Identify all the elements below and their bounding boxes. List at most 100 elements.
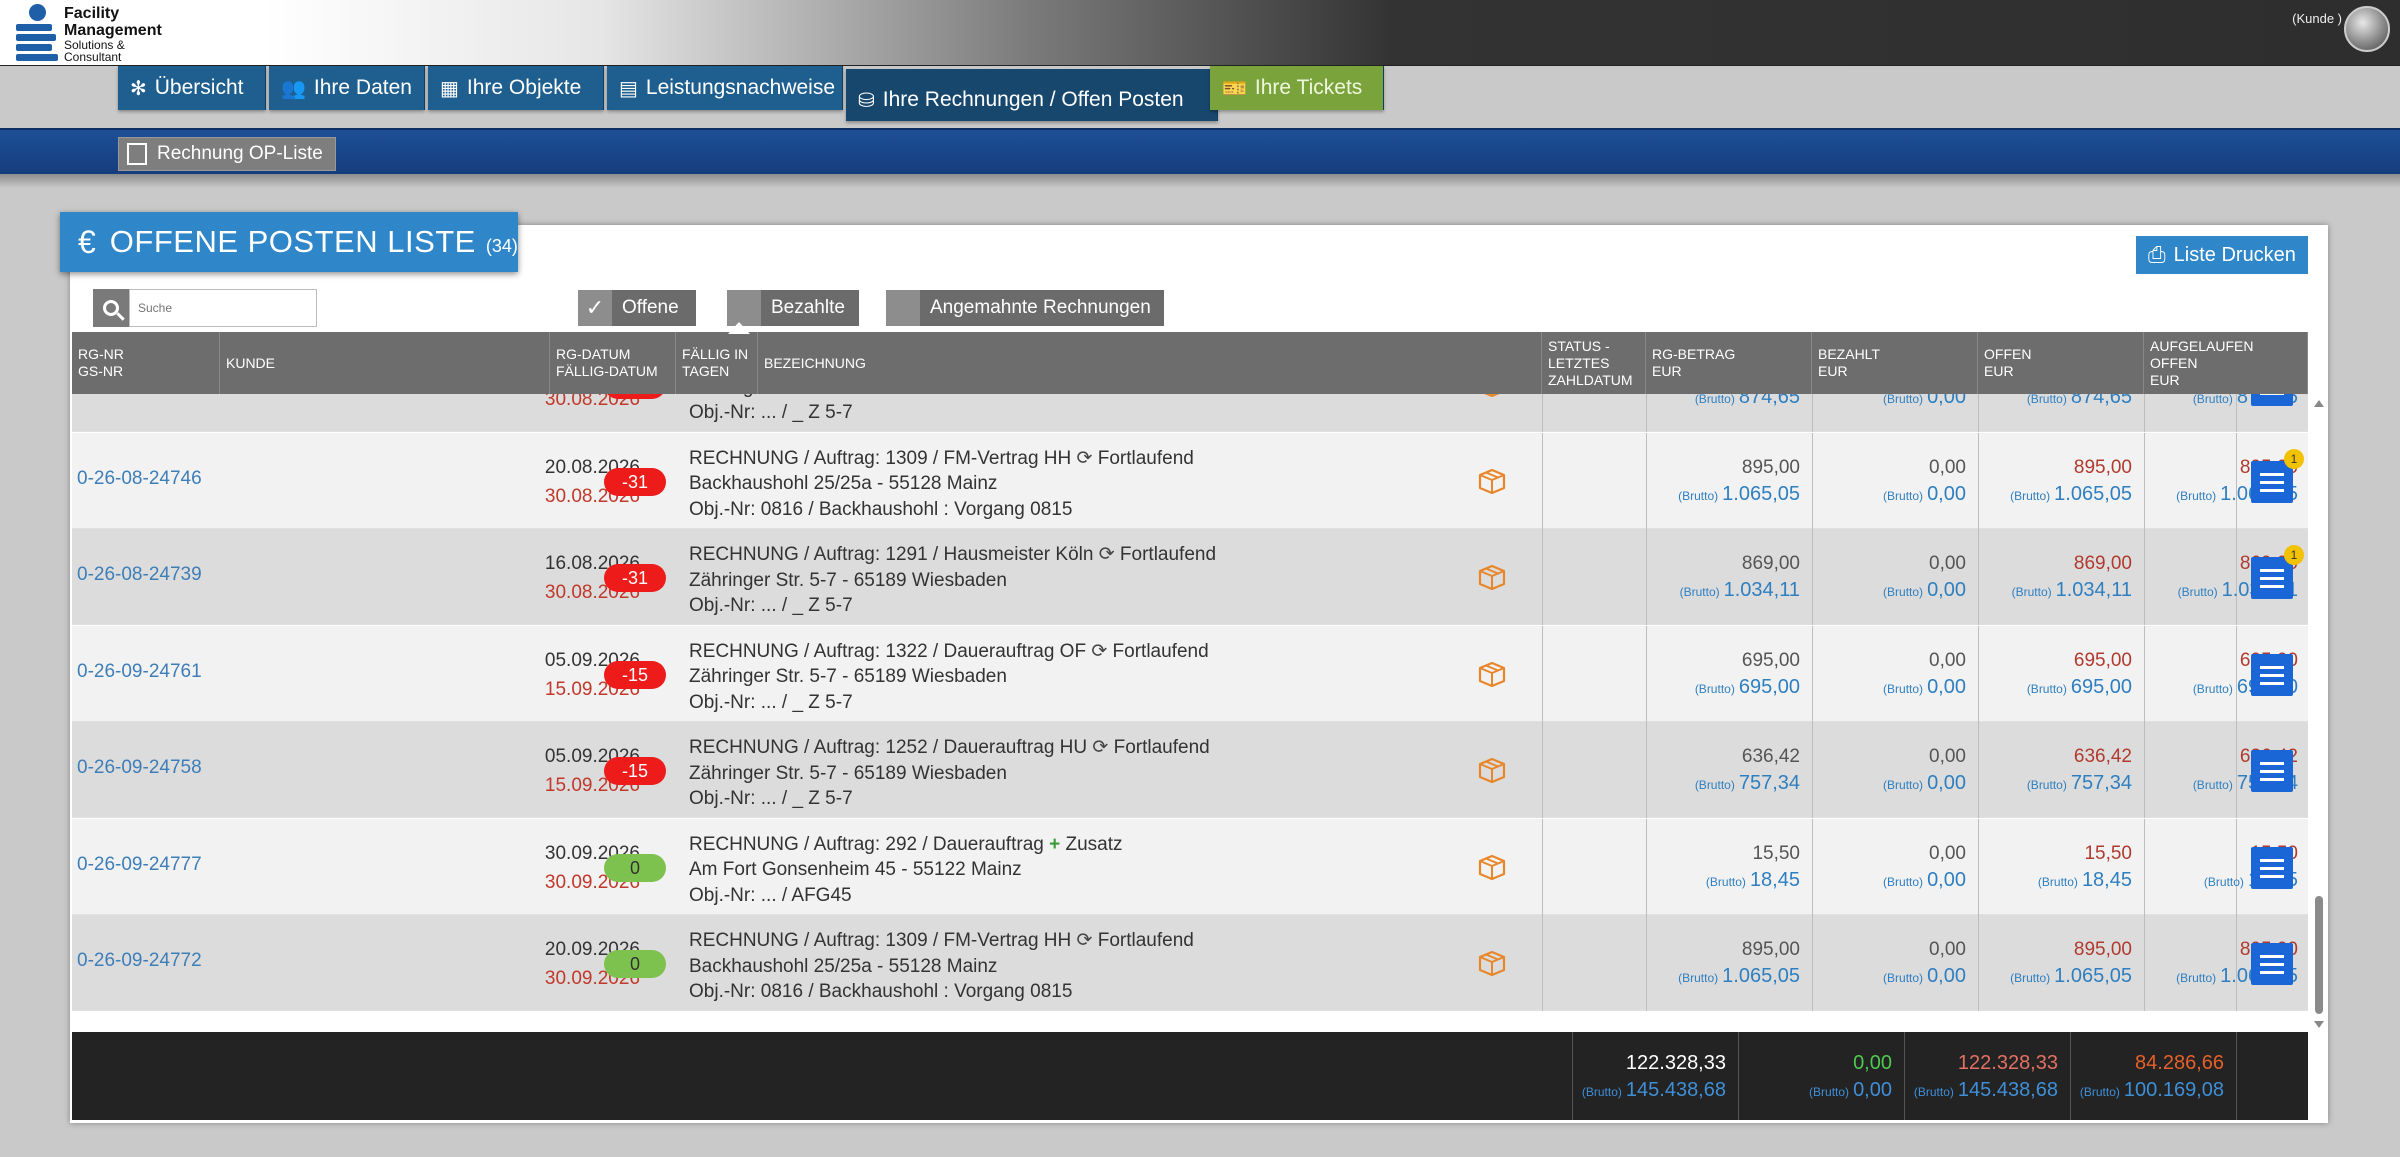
invoice-description: RECHNUNG / Auftrag: 1252 / Dauerauftrag … bbox=[689, 737, 1210, 809]
col-bezahlt[interactable]: BEZAHLT EUR bbox=[1812, 332, 1978, 394]
due-days-badge: -15 bbox=[604, 660, 666, 689]
col-aufgelaufen[interactable]: AUFGELAUFEN OFFEN EUR bbox=[2144, 332, 2308, 394]
package-status-icon[interactable] bbox=[1478, 950, 1506, 977]
tab-ihre-tickets[interactable]: 🎫 Ihre Tickets bbox=[1210, 66, 1384, 110]
invoice-number-link[interactable]: 0-26-09-24777 bbox=[77, 853, 202, 875]
invoice-number-link[interactable]: 0-26-09-24761 bbox=[77, 660, 202, 682]
table-row[interactable]: 0-26-09-24772 20.09.2026 30.09.2026 0 RECHNU… bbox=[72, 915, 2308, 1011]
filter-bezahlte[interactable]: Bezahlte bbox=[727, 290, 859, 326]
table-row[interactable]: 0-26-09-24761 05.09.2026 15.09.2026 -15 RECH… bbox=[72, 625, 2308, 722]
print-list-button[interactable]: ⎙ Liste Drucken bbox=[2136, 236, 2308, 274]
tab-uebersicht[interactable]: ✻ Übersicht bbox=[118, 66, 266, 110]
package-status-icon[interactable] bbox=[1478, 661, 1506, 687]
amount-bezahlt: 0,00(Brutto)0,00 bbox=[1883, 394, 1966, 408]
invoice-description: RECHNUNG / Auftrag: 1309 / FM-Vertrag HH… bbox=[689, 447, 1194, 520]
amount-offen: 895,00 (Brutto) 1.065,05 bbox=[2010, 939, 2132, 987]
invoice-description: RECHNUNG / Auftrag: 1322 / Dauerauftrag … bbox=[689, 640, 1209, 713]
invoice-description: RECHNUNG / Auftrag: 1291 / Hausmeister K… bbox=[689, 544, 1217, 616]
tab-label: Übersicht bbox=[154, 76, 244, 99]
package-status-icon[interactable] bbox=[1478, 757, 1506, 784]
total-betrag: 122.328,33 (Brutto) 145.438,68 bbox=[1581, 1052, 1726, 1101]
amount-betrag: 735,00(Brutto)874,65 bbox=[1694, 394, 1800, 408]
due-days-badge: -15 bbox=[604, 757, 666, 785]
total-offen: 122.328,33 (Brutto) 145.438,68 bbox=[1913, 1052, 2058, 1101]
checkbox-icon bbox=[886, 290, 920, 326]
invoice-description: RECHNUNG / Auftrag: 1309 / FM-Vertrag HH… bbox=[689, 930, 1194, 1002]
plus-icon: + bbox=[1049, 833, 1061, 855]
logo-text: Facility Management Solutions & Consulta… bbox=[64, 5, 162, 64]
user-avatar[interactable] bbox=[2344, 6, 2390, 52]
amount-betrag: 895,00 (Brutto) 1.065,05 bbox=[1678, 939, 1800, 987]
row-menu-button[interactable] bbox=[2251, 653, 2293, 696]
panel-count: (34) bbox=[485, 235, 518, 256]
amount-offen: 695,00 (Brutto) 695,00 bbox=[2026, 649, 2132, 698]
total-aufgelaufen: 84.286,66 (Brutto) 100.169,08 bbox=[2079, 1052, 2224, 1101]
sub-nav-bar: Rechnung OP-Liste bbox=[0, 128, 2400, 174]
amount-bezahlt: 0,00(Brutto)0,00 bbox=[1883, 842, 1966, 891]
col-datum[interactable]: RG-DATUM FÄLLIG-DATUM bbox=[550, 332, 676, 394]
col-betrag[interactable]: RG-BETRAG EUR bbox=[1646, 332, 1812, 394]
col-kunde[interactable]: KUNDE bbox=[220, 332, 550, 394]
tab-leistungsnachweise[interactable]: ▤ Leistungsnachweise bbox=[607, 66, 843, 110]
amount-offen: 735,00(Brutto)874,65 bbox=[2026, 394, 2132, 408]
due-days-badge: 0 bbox=[604, 950, 666, 978]
amount-offen: 15,50 (Brutto) 18,45 bbox=[2037, 842, 2132, 891]
table-header: RG-NR GS-NR KUNDE RG-DATUM FÄLLIG-DATUM FÄ… bbox=[72, 322, 2308, 394]
scroll-thumb[interactable] bbox=[2315, 896, 2323, 1014]
col-bezeichnung[interactable]: BEZEICHNUNG bbox=[758, 332, 1542, 394]
tab-ihre-daten[interactable]: 👥 Ihre Daten bbox=[269, 66, 425, 110]
row-menu-button[interactable] bbox=[2251, 394, 2293, 406]
table-row[interactable]: 0-26-08-24746 20.08.2026 30.08.2026 -31 RECH… bbox=[72, 432, 2308, 529]
package-status-icon[interactable] bbox=[1478, 564, 1506, 591]
amount-bezahlt: 0,00(Brutto)0,00 bbox=[1883, 649, 1966, 698]
col-offen[interactable]: OFFEN EUR bbox=[1978, 332, 2144, 394]
amount-betrag: 869,00 (Brutto) 1.034,11 bbox=[1679, 553, 1800, 601]
rechnung-op-liste-button[interactable]: Rechnung OP-Liste bbox=[118, 137, 336, 171]
tab-ihre-rechnungen[interactable]: ⛁ Ihre Rechnungen / Offen Posten bbox=[846, 69, 1218, 121]
table-row[interactable]: 0-26-08-24739 16.08.2026 30.08.2026 -31 RECH… bbox=[72, 529, 2308, 625]
network-icon: ✻ bbox=[130, 77, 147, 100]
invoice-number-link[interactable]: 0-26-08-24746 bbox=[77, 467, 202, 489]
table-row[interactable]: 0-26-09-24758 05.09.2026 15.09.2026 -15 RECH… bbox=[72, 722, 2308, 818]
printer-icon: ⎙ bbox=[2148, 242, 2166, 267]
invoice-number-link[interactable]: 0-26-08-24739 bbox=[77, 564, 202, 585]
search-input[interactable] bbox=[129, 289, 317, 327]
invoice-number-link[interactable]: 0-26-09-24758 bbox=[77, 757, 202, 778]
col-faellig[interactable]: FÄLLIG IN TAGEN bbox=[676, 332, 758, 394]
recurring-icon: ⟳ bbox=[1098, 544, 1115, 565]
row-menu-button[interactable] bbox=[2251, 557, 2293, 599]
logo-mark-icon bbox=[14, 4, 60, 62]
top-header: Facility Management Solutions & Consulta… bbox=[0, 0, 2400, 66]
search-icon[interactable] bbox=[93, 289, 129, 327]
filter-label: Bezahlte bbox=[771, 297, 845, 318]
filter-angemahnte[interactable]: Angemahnte Rechnungen bbox=[886, 290, 1164, 326]
table-row[interactable]: 0-26-08-2475330.08.202630.08.2026-31RECH… bbox=[72, 394, 2308, 432]
users-icon: 👥 bbox=[281, 77, 306, 100]
tab-ihre-objekte[interactable]: ▦ Ihre Objekte bbox=[428, 66, 604, 110]
col-status[interactable]: STATUS - LETZTES ZAHLDATUM bbox=[1542, 332, 1646, 394]
company-logo[interactable]: Facility Management Solutions & Consulta… bbox=[14, 4, 184, 64]
invoice-list-icon bbox=[127, 143, 147, 165]
invoice-number-link[interactable]: 0-26-09-24772 bbox=[77, 950, 202, 971]
package-status-icon[interactable] bbox=[1478, 468, 1506, 494]
scroll-down-icon[interactable] bbox=[2314, 1021, 2324, 1028]
tab-label: Leistungsnachweise bbox=[645, 76, 836, 99]
row-menu-button[interactable] bbox=[2251, 846, 2293, 889]
checkmark-icon: ✓ bbox=[578, 290, 612, 326]
col-rgnr[interactable]: RG-NR GS-NR bbox=[72, 332, 220, 394]
tab-label: Ihre Objekte bbox=[466, 76, 582, 99]
table-scrollbar[interactable] bbox=[2313, 394, 2325, 1032]
package-status-icon[interactable] bbox=[1478, 854, 1506, 880]
filter-offene[interactable]: ✓ Offene bbox=[578, 290, 696, 326]
tickets-icon: 🎫 bbox=[1222, 77, 1247, 100]
row-menu-button[interactable] bbox=[2251, 943, 2293, 985]
table-row[interactable]: 0-26-09-24777 30.09.2026 30.09.2026 0 RECHNU… bbox=[72, 818, 2308, 915]
package-status-icon[interactable] bbox=[1478, 394, 1506, 398]
row-menu-button[interactable] bbox=[2251, 750, 2293, 792]
scroll-up-icon[interactable] bbox=[2314, 400, 2324, 407]
row-menu-button[interactable] bbox=[2251, 460, 2293, 503]
amount-betrag: 636,42 (Brutto) 757,34 bbox=[1694, 746, 1800, 794]
due-days-badge: -31 bbox=[604, 394, 666, 399]
user-role-label: (Kunde ) bbox=[2292, 11, 2342, 26]
table-totals: 122.328,33 (Brutto) 145.438,68 0,00 (Brut… bbox=[72, 1032, 2308, 1120]
